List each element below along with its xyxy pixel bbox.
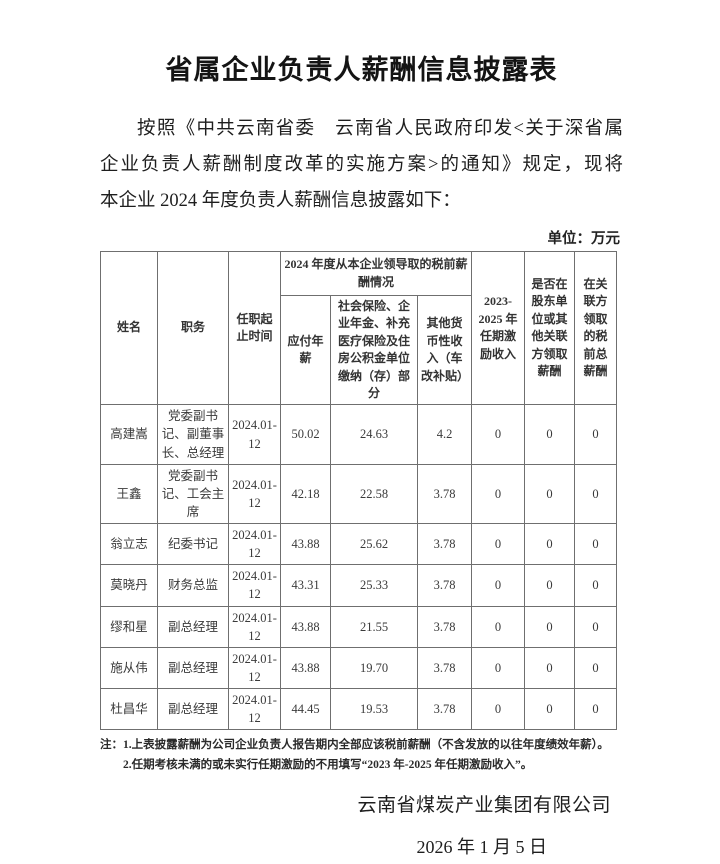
footer-company-name: 云南省煤炭产业集团有限公司 xyxy=(357,794,611,816)
intro-line-1: 按照《中共云南省委 云南省人民政府印发<关于深省属 xyxy=(137,119,623,139)
table-row: 高建嵩 党委副书记、副董事长、总经理 2024.01-12 50.02 24.63 4.2… xyxy=(100,404,618,465)
unit-label: 单位：万元 xyxy=(547,231,621,247)
cell-related-party-pay: 0 xyxy=(574,404,618,465)
note-line-2: 2.任期考核未满的或未实行任期激励的不用填写“2023 年-2025 年任期激励… xyxy=(123,759,533,772)
cell-social-insurance: 24.63 xyxy=(330,404,418,465)
cell-social-insurance: 19.53 xyxy=(330,688,418,731)
table-row: 杜昌华 副总经理 2024.01-12 44.45 19.53 3.78 0 0 0 xyxy=(100,688,618,731)
header-position: 职务 xyxy=(157,250,229,406)
cell-annual-salary: 44.45 xyxy=(280,688,331,731)
cell-term: 2024.01-12 xyxy=(228,564,281,607)
cell-term: 2024.01-12 xyxy=(228,646,281,690)
cell-shareholder-pay: 0 xyxy=(524,646,576,690)
cell-other-income: 3.78 xyxy=(416,605,473,648)
cell-name: 高建嵩 xyxy=(100,404,158,465)
cell-name: 施从伟 xyxy=(100,646,158,690)
salary-table: 姓名 职务 任职起止时间 2024 年度从本企业领导取的税前薪酬情况 2023-… xyxy=(100,250,618,731)
cell-related-party-pay: 0 xyxy=(574,523,618,566)
table-row: 翁立志 纪委书记 2024.01-12 43.88 25.62 3.78 0 0 0 xyxy=(100,523,618,566)
cell-related-party-pay: 0 xyxy=(574,564,618,607)
cell-annual-salary: 43.88 xyxy=(280,605,331,648)
cell-name: 莫晓丹 xyxy=(100,564,158,607)
header-other-income: 其他货币性收入（车改补贴） xyxy=(416,294,473,406)
cell-annual-salary: 42.18 xyxy=(280,463,331,525)
cell-position: 党委副书记、副董事长、总经理 xyxy=(157,404,229,465)
cell-position: 党委副书记、工会主席 xyxy=(157,463,229,525)
cell-other-income: 3.78 xyxy=(416,463,473,525)
cell-position: 副总经理 xyxy=(157,646,229,690)
cell-term-incentive: 0 xyxy=(471,523,526,566)
cell-social-insurance: 21.55 xyxy=(330,605,418,648)
cell-social-insurance: 19.70 xyxy=(330,646,418,690)
cell-position: 纪委书记 xyxy=(157,523,229,566)
cell-related-party-pay: 0 xyxy=(574,688,618,731)
intro-line-2: 企业负责人薪酬制度改革的实施方案>的通知》规定，现将 xyxy=(100,155,623,175)
footer-date: 2026 年 1 月 5 日 xyxy=(416,836,548,857)
cell-position: 副总经理 xyxy=(157,605,229,648)
cell-other-income: 3.78 xyxy=(416,564,473,607)
cell-related-party-pay: 0 xyxy=(574,646,618,690)
cell-term: 2024.01-12 xyxy=(228,463,281,525)
header-term: 任职起止时间 xyxy=(228,250,281,406)
header-related-party-pay: 在关联方领取的税前总薪酬 xyxy=(574,250,618,406)
cell-social-insurance: 25.62 xyxy=(330,523,418,566)
cell-name: 翁立志 xyxy=(100,523,158,566)
cell-term-incentive: 0 xyxy=(471,463,526,525)
cell-other-income: 3.78 xyxy=(416,646,473,690)
cell-social-insurance: 25.33 xyxy=(330,564,418,607)
cell-shareholder-pay: 0 xyxy=(524,404,576,465)
header-annual-salary: 应付年薪 xyxy=(280,294,331,406)
cell-term: 2024.01-12 xyxy=(228,523,281,566)
cell-name: 杜昌华 xyxy=(100,688,158,731)
cell-social-insurance: 22.58 xyxy=(330,463,418,525)
header-term-incentive: 2023-2025 年任期激励收入 xyxy=(471,250,526,406)
table-row: 缪和星 副总经理 2024.01-12 43.88 21.55 3.78 0 0 0 xyxy=(100,605,618,648)
cell-related-party-pay: 0 xyxy=(574,463,618,525)
header-group-2024: 2024 年度从本企业领导取的税前薪酬情况 xyxy=(279,251,473,296)
header-shareholder-pay: 是否在股东单位或其他关联方领取薪酬 xyxy=(524,250,576,406)
intro-line-3: 本企业 2024 年度负责人薪酬信息披露如下： xyxy=(100,191,461,211)
cell-term: 2024.01-12 xyxy=(228,404,281,465)
cell-other-income: 4.2 xyxy=(416,404,473,465)
cell-position: 财务总监 xyxy=(157,564,229,607)
cell-term-incentive: 0 xyxy=(471,605,526,648)
note-line-1: 注：1.上表披露薪酬为公司企业负责人报告期内全部应该税前薪酬（不含发放的以往年度… xyxy=(100,739,609,752)
header-name: 姓名 xyxy=(100,250,158,406)
cell-term: 2024.01-12 xyxy=(228,688,281,731)
table-row: 施从伟 副总经理 2024.01-12 43.88 19.70 3.78 0 0 0 xyxy=(100,646,618,690)
notes: 注：1.上表披露薪酬为公司企业负责人报告期内全部应该税前薪酬（不含发放的以往年度… xyxy=(100,735,623,775)
cell-other-income: 3.78 xyxy=(416,523,473,566)
cell-annual-salary: 50.02 xyxy=(280,404,331,465)
cell-annual-salary: 43.88 xyxy=(280,646,331,690)
cell-other-income: 3.78 xyxy=(416,688,473,731)
cell-term-incentive: 0 xyxy=(471,688,526,731)
header-social-insurance: 社会保险、企业年金、补充医疗保险及住房公积金单位缴纳（存）部分 xyxy=(330,294,418,406)
intro-paragraph: 按照《中共云南省委 云南省人民政府印发<关于深省属 企业负责人薪酬制度改革的实施… xyxy=(100,111,623,219)
cell-shareholder-pay: 0 xyxy=(524,463,576,525)
table-row: 莫晓丹 财务总监 2024.01-12 43.31 25.33 3.78 0 0 0 xyxy=(100,564,618,607)
table-row: 王鑫 党委副书记、工会主席 2024.01-12 42.18 22.58 3.78 0 0 0 xyxy=(100,463,618,525)
cell-shareholder-pay: 0 xyxy=(524,688,576,731)
cell-term-incentive: 0 xyxy=(471,564,526,607)
cell-term: 2024.01-12 xyxy=(228,605,281,648)
cell-annual-salary: 43.31 xyxy=(280,564,331,607)
cell-name: 缪和星 xyxy=(100,605,158,648)
cell-shareholder-pay: 0 xyxy=(524,605,576,648)
cell-term-incentive: 0 xyxy=(471,646,526,690)
cell-shareholder-pay: 0 xyxy=(524,564,576,607)
cell-shareholder-pay: 0 xyxy=(524,523,576,566)
cell-position: 副总经理 xyxy=(157,688,229,731)
cell-term-incentive: 0 xyxy=(471,404,526,465)
cell-name: 王鑫 xyxy=(100,463,158,525)
page-title: 省属企业负责人薪酬信息披露表 xyxy=(165,55,558,85)
cell-annual-salary: 43.88 xyxy=(280,523,331,566)
cell-related-party-pay: 0 xyxy=(574,605,618,648)
